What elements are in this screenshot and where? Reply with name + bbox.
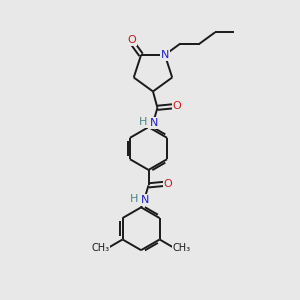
Text: O: O — [173, 101, 182, 111]
Text: O: O — [164, 179, 172, 189]
Text: H: H — [138, 117, 147, 128]
Text: N: N — [161, 50, 169, 60]
Text: CH₃: CH₃ — [173, 243, 191, 253]
Text: N: N — [149, 118, 158, 128]
Text: N: N — [140, 195, 149, 205]
Text: O: O — [128, 35, 136, 45]
Text: CH₃: CH₃ — [91, 243, 109, 253]
Text: H: H — [130, 194, 139, 204]
